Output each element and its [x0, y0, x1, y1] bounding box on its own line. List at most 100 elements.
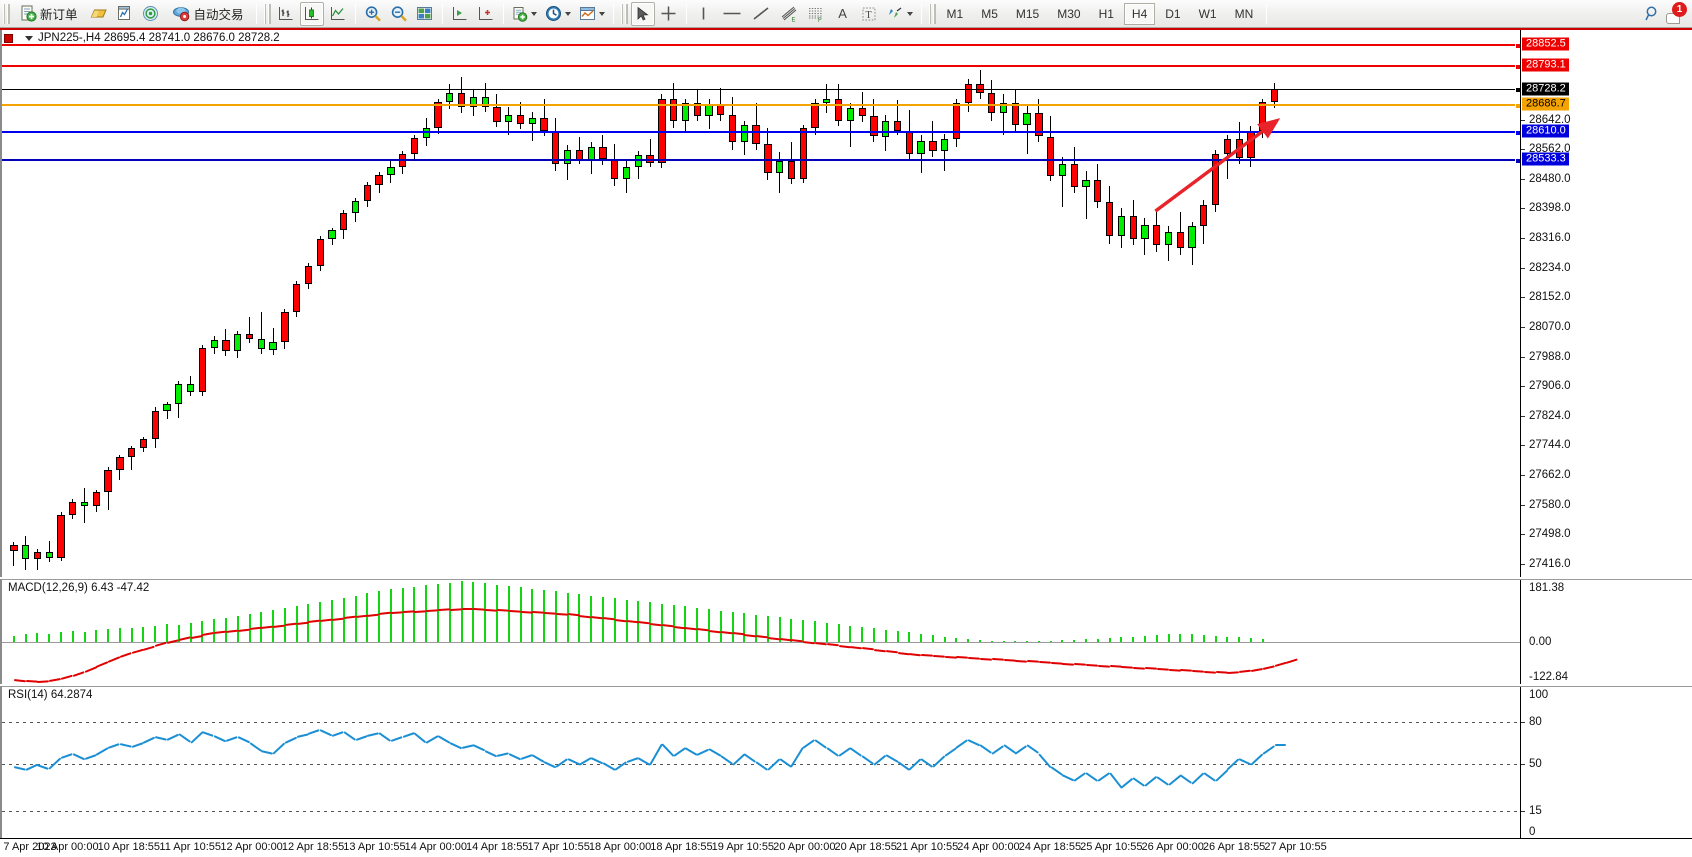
- new-order-button[interactable]: 新订单: [13, 2, 85, 26]
- candle-body: [622, 166, 631, 180]
- equidistant-channel-button[interactable]: E: [776, 2, 802, 26]
- rsi-line-segment: [790, 747, 805, 768]
- macd-signal-segment: [1027, 660, 1039, 664]
- fibonacci-button[interactable]: F: [804, 2, 829, 26]
- market-watch-button[interactable]: [113, 2, 137, 26]
- price-tag-support-1[interactable]: 28610.0: [1522, 124, 1569, 138]
- data-grid-button[interactable]: [413, 2, 437, 26]
- chart-shift-button[interactable]: [474, 2, 498, 26]
- timeframe-m30[interactable]: M30: [1057, 6, 1081, 21]
- level-line-handle[interactable]: [1515, 158, 1520, 165]
- zoom-in-button[interactable]: [361, 2, 385, 26]
- level-line-handle[interactable]: [1515, 102, 1520, 109]
- timeframe-d1[interactable]: D1: [1165, 6, 1181, 21]
- text-label-button[interactable]: T: [857, 2, 881, 26]
- candle-body: [670, 98, 678, 121]
- price-pane[interactable]: JPN225-,H4 28695.4 28741.0 28676.0 28728…: [0, 30, 1692, 577]
- text-icon: A: [838, 6, 847, 21]
- timeframe-w1[interactable]: W1: [1198, 6, 1217, 21]
- indicators-button[interactable]: [509, 2, 540, 26]
- rsi-scale[interactable]: 100 80 50 15 0: [1520, 687, 1692, 840]
- rsi-plot[interactable]: [2, 687, 1520, 840]
- chevron-down-icon[interactable]: [530, 11, 537, 16]
- candle-body: [764, 143, 772, 173]
- macd-signal-segment: [826, 643, 839, 647]
- price-tick-label: 28642.0: [1529, 113, 1571, 126]
- notifications-button[interactable]: 1: [1666, 1, 1687, 24]
- crosshair-button[interactable]: [657, 2, 681, 26]
- level-line-support-2[interactable]: [2, 158, 1520, 165]
- macd-histogram-bar: [1261, 638, 1264, 642]
- line-chart-button[interactable]: [326, 2, 350, 26]
- timeframe-m1[interactable]: M1: [946, 6, 964, 21]
- timeframe-h1[interactable]: H1: [1098, 6, 1114, 21]
- timeframe-m15[interactable]: M15: [1015, 6, 1040, 21]
- timeframe-m5[interactable]: M5: [981, 6, 998, 21]
- timeframe-mn[interactable]: MN: [1234, 6, 1254, 21]
- price-tag-resistance-1[interactable]: 28793.1: [1522, 58, 1569, 72]
- rsi-pane[interactable]: RSI(14) 64.2874 100 80 50 15 0: [0, 686, 1692, 840]
- toolbar-grip-2[interactable]: [263, 3, 271, 24]
- macd-scale[interactable]: 181.38 0.00 -122.84: [1520, 580, 1692, 684]
- rsi-line-segment: [13, 766, 26, 771]
- level-line-handle[interactable]: [1515, 86, 1520, 93]
- macd-signal-segment: [449, 607, 462, 611]
- candle-body: [304, 266, 313, 285]
- chart-menu-caret-icon[interactable]: [25, 35, 33, 41]
- toolbar-grip[interactable]: [3, 3, 10, 24]
- up-arrow[interactable]: [2, 30, 1520, 577]
- price-plot[interactable]: [2, 30, 1520, 577]
- rsi-line-segment: [237, 736, 250, 744]
- data-window-button[interactable]: [139, 2, 163, 26]
- trendline-button[interactable]: [748, 2, 774, 26]
- chart-area[interactable]: JPN225-,H4 28695.4 28741.0 28676.0 28728…: [0, 28, 1692, 857]
- timeframe-h4[interactable]: H4: [1123, 2, 1156, 25]
- search-button[interactable]: [1641, 2, 1665, 26]
- chevron-down-icon[interactable]: [598, 11, 605, 16]
- periods-button[interactable]: [542, 2, 574, 26]
- level-line-current-price[interactable]: [2, 86, 1520, 93]
- rsi-line-segment: [166, 733, 180, 741]
- vertical-line-button[interactable]: [692, 2, 716, 26]
- rsi-line-segment: [1274, 744, 1287, 747]
- toolbar-grip-3[interactable]: [620, 3, 628, 24]
- cursor-button[interactable]: [630, 1, 655, 26]
- macd-pane[interactable]: MACD(12,26,9) 6.43 -47.42 181.38 0.00 -122…: [0, 579, 1692, 684]
- candle-body: [210, 340, 218, 349]
- shapes-button[interactable]: [883, 2, 916, 26]
- price-tag-support-2[interactable]: 28533.3: [1522, 152, 1569, 166]
- rsi-line-segment: [991, 744, 1005, 755]
- auto-trading-button[interactable]: 自动交易: [165, 2, 251, 26]
- candlestick-chart-button[interactable]: [299, 1, 324, 26]
- candle-body: [257, 338, 265, 350]
- level-line-handle[interactable]: [1515, 42, 1520, 49]
- price-tag-current-price[interactable]: 28728.2: [1522, 82, 1569, 96]
- price-tag-resistance-2[interactable]: 28852.5: [1522, 37, 1569, 51]
- level-line-resistance-1[interactable]: [2, 64, 1520, 71]
- horizontal-line-button[interactable]: [718, 2, 746, 26]
- price-scale[interactable]: 28642.0 28562.0 28480.0 28398.0 28316.0 28234…: [1520, 30, 1692, 577]
- time-axis[interactable]: 7 Apr 2023 10 Apr 00:00 10 Apr 18:55 11 Apr…: [0, 838, 1692, 857]
- zoom-out-button[interactable]: [387, 2, 411, 26]
- templates-button[interactable]: [576, 2, 608, 26]
- auto-scroll-button[interactable]: [448, 2, 472, 26]
- macd-signal-segment: [461, 607, 474, 610]
- macd-histogram-bar: [460, 581, 463, 642]
- macd-histogram-bar: [48, 633, 51, 642]
- text-button[interactable]: A: [831, 2, 855, 26]
- chevron-down-icon[interactable]: [906, 11, 913, 16]
- profiles-button[interactable]: [87, 2, 111, 26]
- level-line-support-1[interactable]: [2, 130, 1520, 137]
- level-line-handle[interactable]: [1515, 130, 1520, 137]
- level-line-pivot[interactable]: [2, 102, 1520, 109]
- level-line-resistance-2[interactable]: [2, 42, 1520, 49]
- toolbar-grip-4[interactable]: [928, 3, 936, 24]
- level-line-handle[interactable]: [1515, 64, 1520, 71]
- candle-wick: [649, 139, 651, 167]
- candle-body: [1035, 113, 1043, 137]
- rsi-scale-label: 80: [1529, 716, 1542, 729]
- macd-plot[interactable]: [2, 580, 1520, 684]
- chevron-down-icon[interactable]: [564, 11, 571, 16]
- price-tag-pivot[interactable]: 28686.7: [1522, 97, 1569, 111]
- bar-chart-button[interactable]: [274, 2, 298, 26]
